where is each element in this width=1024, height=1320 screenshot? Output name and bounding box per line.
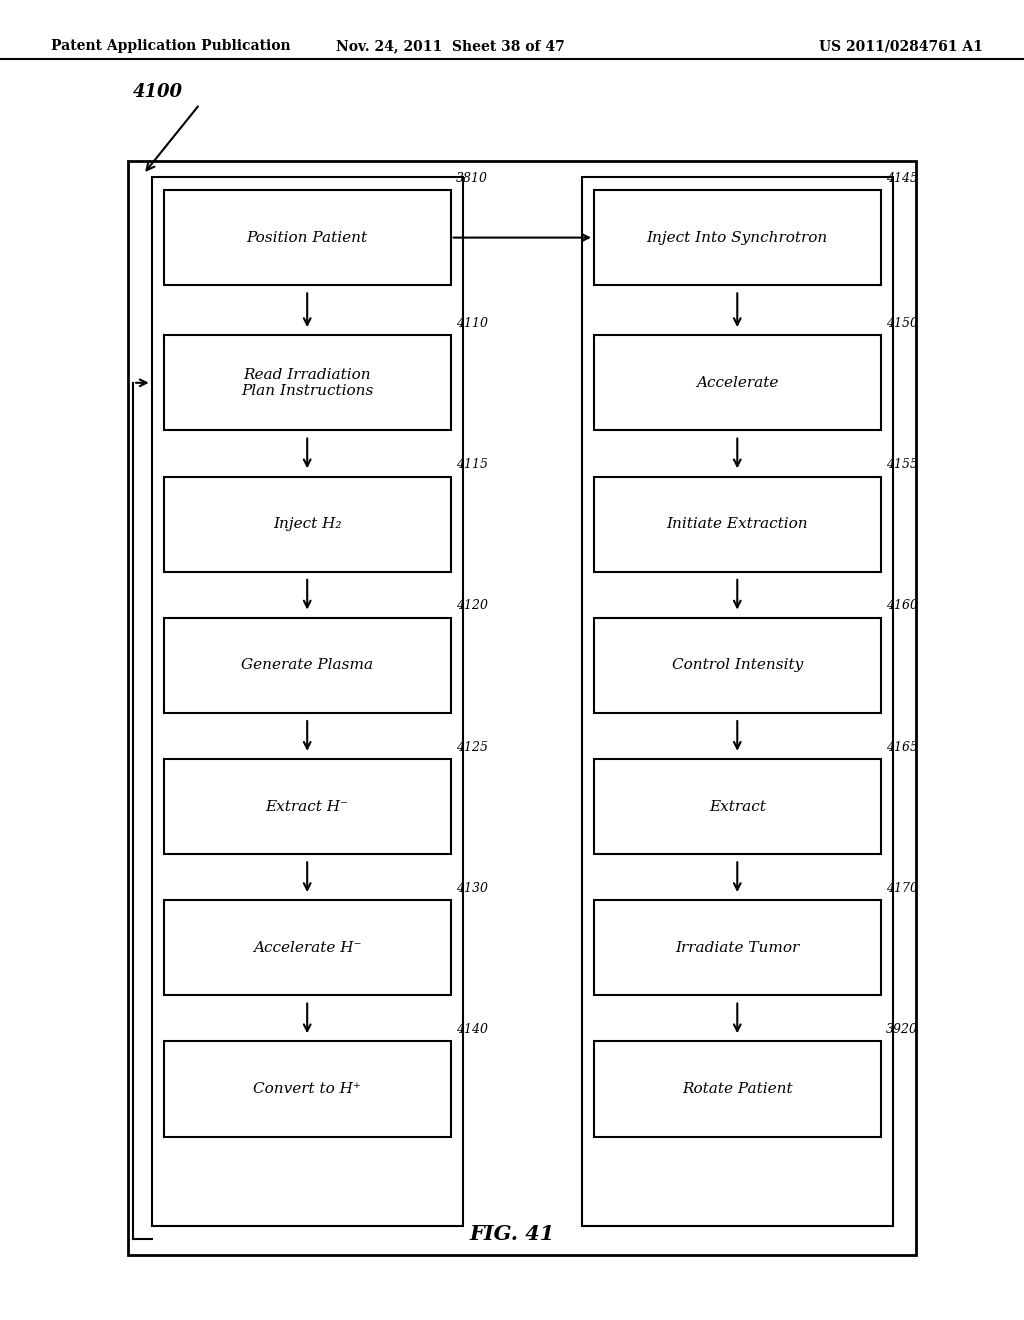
Text: Irradiate Tumor: Irradiate Tumor xyxy=(675,941,800,954)
Text: Extract: Extract xyxy=(709,800,766,813)
Text: Patent Application Publication: Patent Application Publication xyxy=(51,40,291,53)
Text: 4130: 4130 xyxy=(456,882,487,895)
Text: Rotate Patient: Rotate Patient xyxy=(682,1082,793,1096)
Text: 4140: 4140 xyxy=(456,1023,487,1036)
FancyBboxPatch shape xyxy=(594,1041,881,1137)
FancyBboxPatch shape xyxy=(164,618,451,713)
Text: 3810: 3810 xyxy=(456,172,487,185)
Text: Extract H⁻: Extract H⁻ xyxy=(265,800,349,813)
FancyBboxPatch shape xyxy=(594,477,881,572)
Text: Nov. 24, 2011  Sheet 38 of 47: Nov. 24, 2011 Sheet 38 of 47 xyxy=(336,40,565,53)
Text: Convert to H⁺: Convert to H⁺ xyxy=(253,1082,361,1096)
Text: 4120: 4120 xyxy=(456,599,487,612)
Text: 3920: 3920 xyxy=(886,1023,918,1036)
FancyBboxPatch shape xyxy=(164,759,451,854)
Text: 4160: 4160 xyxy=(886,599,918,612)
FancyBboxPatch shape xyxy=(594,759,881,854)
Text: Inject Into Synchrotron: Inject Into Synchrotron xyxy=(646,231,828,244)
Text: 4125: 4125 xyxy=(456,741,487,754)
Text: Control Intensity: Control Intensity xyxy=(672,659,803,672)
Text: Initiate Extraction: Initiate Extraction xyxy=(667,517,808,531)
Text: Generate Plasma: Generate Plasma xyxy=(241,659,374,672)
Text: Position Patient: Position Patient xyxy=(247,231,368,244)
FancyBboxPatch shape xyxy=(594,190,881,285)
Text: 4100: 4100 xyxy=(133,83,183,102)
FancyBboxPatch shape xyxy=(164,190,451,285)
Text: Read Irradiation
Plan Instructions: Read Irradiation Plan Instructions xyxy=(241,368,374,397)
FancyBboxPatch shape xyxy=(164,477,451,572)
FancyBboxPatch shape xyxy=(164,1041,451,1137)
Text: 4115: 4115 xyxy=(456,458,487,471)
Text: Inject H₂: Inject H₂ xyxy=(273,517,341,531)
Text: 4170: 4170 xyxy=(886,882,918,895)
Text: 4165: 4165 xyxy=(886,741,918,754)
FancyBboxPatch shape xyxy=(594,618,881,713)
Text: 4150: 4150 xyxy=(886,317,918,330)
Text: FIG. 41: FIG. 41 xyxy=(469,1224,555,1245)
Text: 4155: 4155 xyxy=(886,458,918,471)
Text: Accelerate: Accelerate xyxy=(696,376,778,389)
Text: 4145: 4145 xyxy=(886,172,918,185)
Text: Accelerate H⁻: Accelerate H⁻ xyxy=(253,941,361,954)
Text: 4110: 4110 xyxy=(456,317,487,330)
Text: US 2011/0284761 A1: US 2011/0284761 A1 xyxy=(819,40,983,53)
FancyBboxPatch shape xyxy=(594,335,881,430)
FancyBboxPatch shape xyxy=(164,900,451,995)
FancyBboxPatch shape xyxy=(594,900,881,995)
FancyBboxPatch shape xyxy=(164,335,451,430)
